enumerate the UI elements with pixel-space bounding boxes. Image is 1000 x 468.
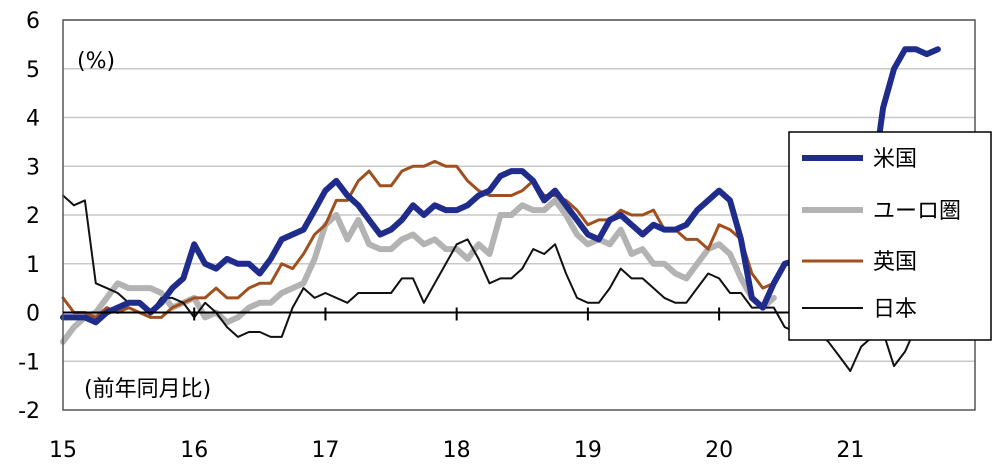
y-tick-label: 3: [26, 155, 40, 180]
y-tick-label: -1: [18, 350, 40, 375]
series-line-1: [60, 197, 777, 345]
x-tick-labels: 15 16 17 18 19 20 21: [49, 438, 864, 463]
unit-label: (%): [77, 49, 115, 74]
y-tick-label: 5: [26, 58, 40, 83]
x-tick-label: 20: [705, 438, 733, 463]
y-tick-label: -2: [18, 399, 40, 424]
x-tick-label: 19: [574, 438, 602, 463]
x-tick-label: 21: [836, 438, 864, 463]
legend-label: 米国: [873, 147, 917, 172]
y-tick-label: 4: [26, 107, 40, 132]
y-tick-label: 0: [26, 302, 40, 327]
legend-label: 日本: [873, 297, 917, 322]
x-tick-label: 15: [49, 438, 77, 463]
x-tick-label: 18: [443, 438, 471, 463]
series-line-2: [61, 159, 776, 319]
note-label: (前年同月比): [84, 377, 211, 402]
y-tick-label: 1: [26, 253, 40, 278]
x-tick-label: 16: [180, 438, 208, 463]
legend-label: 英国: [873, 250, 917, 275]
y-tick-label: 6: [26, 9, 40, 34]
y-tick-label: 2: [26, 204, 40, 229]
series-line-0: [60, 46, 941, 326]
legend-box: [788, 131, 992, 341]
y-tick-labels: -2 -1 0 1 2 3 4 5 6: [18, 9, 40, 424]
series-line-3: [62, 194, 917, 372]
x-tick-label: 17: [311, 438, 339, 463]
legend-label: ユーロ圏: [873, 199, 961, 224]
series-lines: [60, 46, 941, 372]
